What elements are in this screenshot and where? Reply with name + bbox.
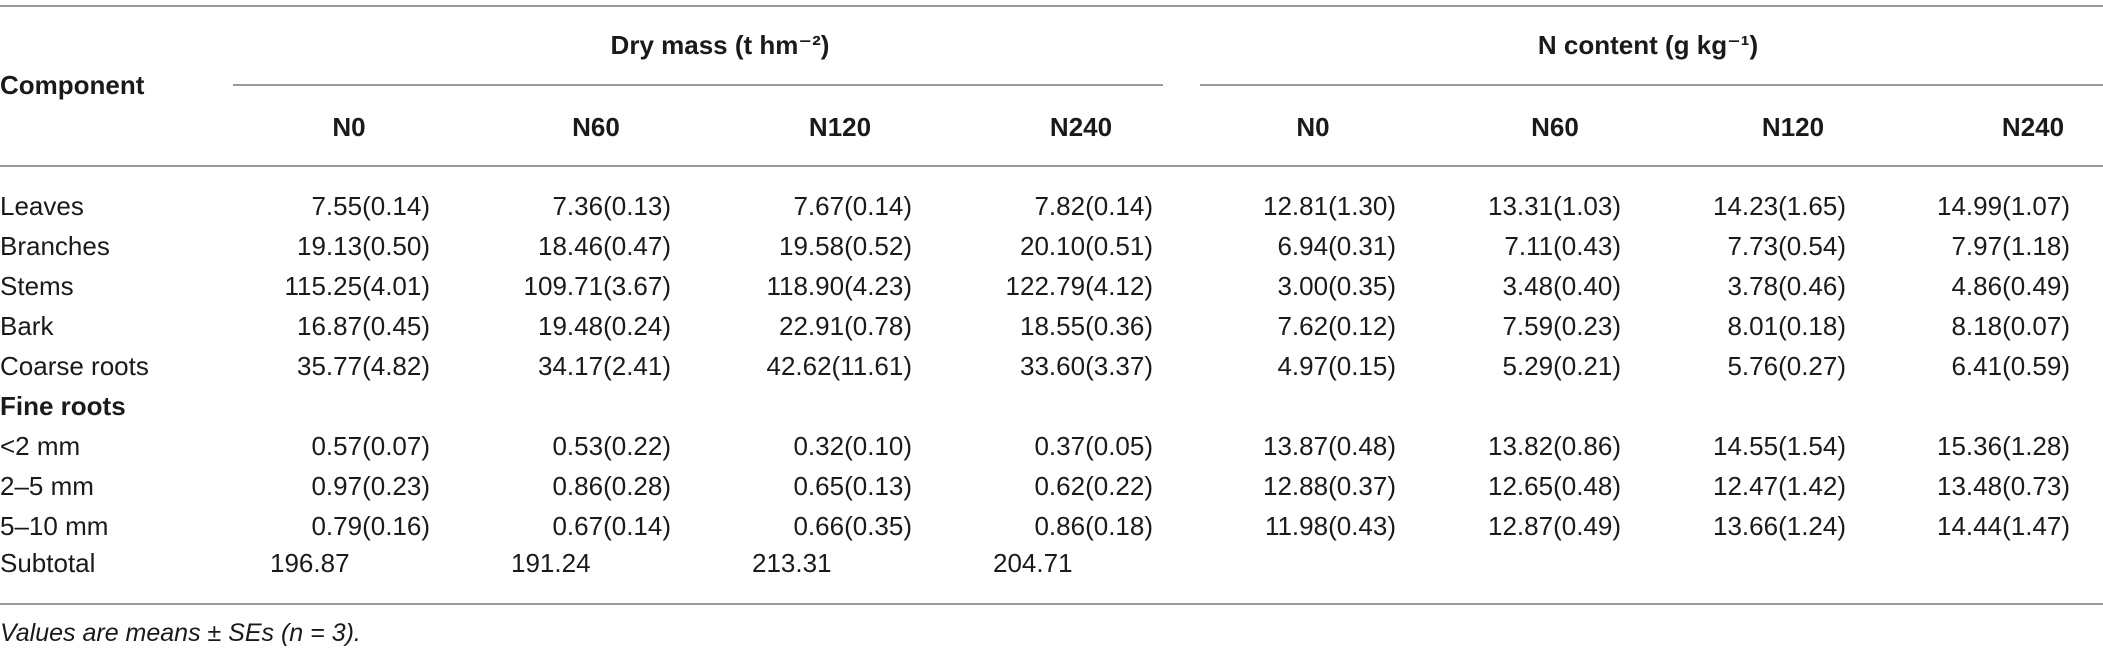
table-cell: 18.55(0.36) bbox=[1020, 311, 1153, 341]
table-cell: 4.97(0.15) bbox=[1277, 351, 1396, 381]
row-label: Subtotal bbox=[0, 548, 96, 578]
table-cell: 0.79(0.16) bbox=[311, 511, 430, 541]
table-cell: 16.87(0.45) bbox=[297, 311, 430, 341]
row-label: 5–10 mm bbox=[0, 511, 109, 541]
table-cell: 14.55(1.54) bbox=[1713, 431, 1846, 461]
table-cell: 12.81(1.30) bbox=[1263, 191, 1396, 221]
table-cell: 0.97(0.23) bbox=[311, 471, 430, 501]
row-label: 2–5 mm bbox=[0, 471, 94, 501]
row-label: Branches bbox=[0, 231, 110, 261]
table-cell: 12.87(0.49) bbox=[1488, 511, 1621, 541]
column-header: N120 bbox=[1761, 112, 1825, 142]
column-header: N60 bbox=[572, 112, 620, 142]
table-cell: 11.98(0.43) bbox=[1264, 511, 1396, 541]
table-cell: 5.29(0.21) bbox=[1502, 351, 1621, 381]
table-cell: 109.71(3.67) bbox=[523, 271, 671, 301]
table-cell: 20.10(0.51) bbox=[1020, 231, 1153, 261]
table-cell: 13.87(0.48) bbox=[1263, 431, 1396, 461]
table-cell: 7.11(0.43) bbox=[1504, 231, 1621, 261]
table-cell: 0.37(0.05) bbox=[1034, 431, 1153, 461]
row-label: <2 mm bbox=[0, 431, 81, 461]
table-cell: 3.78(0.46) bbox=[1727, 271, 1846, 301]
header-bottom-rule bbox=[0, 165, 2103, 167]
table-cell: 5.76(0.27) bbox=[1727, 351, 1846, 381]
table-cell: 8.18(0.07) bbox=[1951, 311, 2070, 341]
group-header-dry-mass: Dry mass (t hm⁻²) bbox=[610, 30, 830, 60]
table-cell: 3.48(0.40) bbox=[1502, 271, 1621, 301]
table-cell: 3.00(0.35) bbox=[1277, 271, 1396, 301]
table-bottom-rule bbox=[0, 603, 2103, 605]
subtotal-cell: 204.71 bbox=[993, 548, 1073, 578]
table-cell: 0.57(0.07) bbox=[311, 431, 430, 461]
table-cell: 0.67(0.14) bbox=[552, 511, 671, 541]
table-cell: 19.13(0.50) bbox=[297, 231, 430, 261]
column-header: N240 bbox=[1049, 112, 1113, 142]
table-cell: 13.66(1.24) bbox=[1713, 511, 1846, 541]
table-cell: 7.82(0.14) bbox=[1034, 191, 1153, 221]
column-header: N60 bbox=[1531, 112, 1579, 142]
row-label: Leaves bbox=[0, 191, 84, 221]
table-cell: 0.53(0.22) bbox=[552, 431, 671, 461]
table-cell: 115.25(4.01) bbox=[284, 271, 430, 301]
table-cell: 7.97(1.18) bbox=[1951, 231, 2070, 261]
subtotal-cell: 191.24 bbox=[511, 548, 591, 578]
table-cell: 8.01(0.18) bbox=[1727, 311, 1846, 341]
table-cell: 14.23(1.65) bbox=[1713, 191, 1846, 221]
column-header: N120 bbox=[808, 112, 872, 142]
table-cell: 7.73(0.54) bbox=[1727, 231, 1846, 261]
table-cell: 12.47(1.42) bbox=[1713, 471, 1846, 501]
row-label: Coarse roots bbox=[0, 351, 149, 381]
column-header: N0 bbox=[332, 112, 366, 142]
table-cell: 118.90(4.23) bbox=[766, 271, 912, 301]
table-cell: 14.44(1.47) bbox=[1937, 511, 2070, 541]
table-cell: 19.58(0.52) bbox=[779, 231, 912, 261]
column-header: N240 bbox=[2001, 112, 2065, 142]
group-header-n-content: N content (g kg⁻¹) bbox=[1537, 30, 1759, 60]
table-cell: 42.62(11.61) bbox=[766, 351, 912, 381]
table-top-rule bbox=[0, 5, 2103, 7]
table-cell: 6.94(0.31) bbox=[1277, 231, 1396, 261]
table-cell: 33.60(3.37) bbox=[1020, 351, 1153, 381]
row-label: Fine roots bbox=[0, 391, 126, 421]
table-cell: 0.86(0.18) bbox=[1034, 511, 1153, 541]
row-label: Bark bbox=[0, 311, 54, 341]
subtotal-cell: 196.87 bbox=[270, 548, 350, 578]
table-cell: 14.99(1.07) bbox=[1937, 191, 2070, 221]
table-cell: 4.86(0.49) bbox=[1951, 271, 2070, 301]
group-underline-dry-mass bbox=[233, 84, 1163, 86]
table-cell: 35.77(4.82) bbox=[297, 351, 430, 381]
table-cell: 34.17(2.41) bbox=[538, 351, 671, 381]
table-cell: 7.67(0.14) bbox=[793, 191, 912, 221]
table-cell: 0.66(0.35) bbox=[793, 511, 912, 541]
table-cell: 12.65(0.48) bbox=[1488, 471, 1621, 501]
table-cell: 122.79(4.12) bbox=[1005, 271, 1153, 301]
table-cell: 13.48(0.73) bbox=[1937, 471, 2070, 501]
table-cell: 0.62(0.22) bbox=[1034, 471, 1153, 501]
table-cell: 0.86(0.28) bbox=[552, 471, 671, 501]
table-cell: 7.36(0.13) bbox=[552, 191, 671, 221]
table-cell: 7.62(0.12) bbox=[1277, 311, 1396, 341]
table-cell: 18.46(0.47) bbox=[538, 231, 671, 261]
table-cell: 7.55(0.14) bbox=[311, 191, 430, 221]
table-cell: 6.41(0.59) bbox=[1951, 351, 2070, 381]
subtotal-cell: 213.31 bbox=[752, 548, 832, 578]
column-header: N0 bbox=[1296, 112, 1330, 142]
group-underline-n-content bbox=[1200, 84, 2103, 86]
table-cell: 19.48(0.24) bbox=[538, 311, 671, 341]
table-cell: 7.59(0.23) bbox=[1502, 311, 1621, 341]
table-footnote: Values are means ± SEs (n = 3). bbox=[0, 619, 361, 647]
table-cell: 15.36(1.28) bbox=[1937, 431, 2070, 461]
table-cell: 13.82(0.86) bbox=[1488, 431, 1621, 461]
table-cell: 13.31(1.03) bbox=[1488, 191, 1621, 221]
component-header: Component bbox=[0, 70, 145, 100]
table-cell: 12.88(0.37) bbox=[1263, 471, 1396, 501]
table-cell: 22.91(0.78) bbox=[779, 311, 912, 341]
row-label: Stems bbox=[0, 271, 74, 301]
table-cell: 0.65(0.13) bbox=[793, 471, 912, 501]
table-cell: 0.32(0.10) bbox=[793, 431, 912, 461]
